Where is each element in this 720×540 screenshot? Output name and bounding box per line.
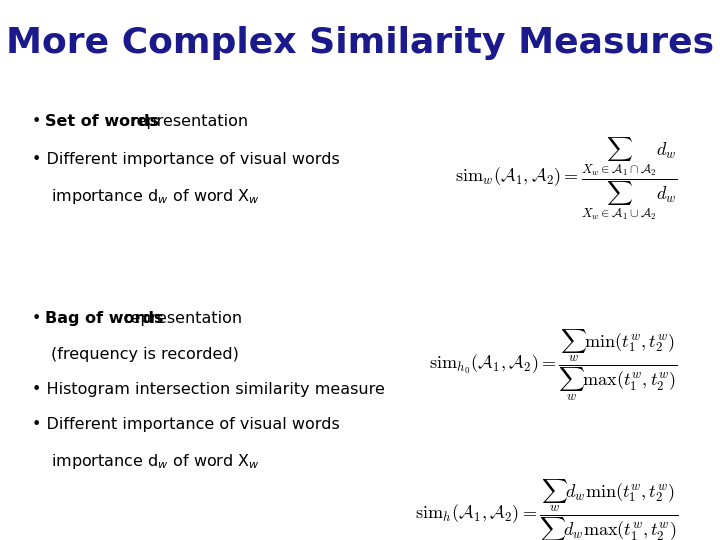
Text: •: • [32,114,46,130]
Text: representation: representation [119,312,242,327]
Text: •: • [32,312,46,327]
Text: • Histogram intersection similarity measure: • Histogram intersection similarity meas… [32,382,384,397]
Text: Set of words: Set of words [45,114,159,130]
Text: $\mathrm{sim}_{h}(\mathcal{A}_1, \mathcal{A}_2) = \dfrac{\sum_w d_w \min(t_1^w, : $\mathrm{sim}_{h}(\mathcal{A}_1, \mathca… [415,477,678,540]
Text: $\mathrm{sim}_{h_0}(\mathcal{A}_1, \mathcal{A}_2) = \dfrac{\sum_w \min(t_1^w, t_: $\mathrm{sim}_{h_0}(\mathcal{A}_1, \math… [429,327,678,403]
Text: importance $\mathrm{d}_w$ of word $\mathrm{X}_w$: importance $\mathrm{d}_w$ of word $\math… [51,187,260,206]
Text: More Complex Similarity Measures: More Complex Similarity Measures [6,26,714,60]
Text: $\mathrm{sim}_{w}(\mathcal{A}_1, \mathcal{A}_2) = \dfrac{\sum_{X_w \in \mathcal{: $\mathrm{sim}_{w}(\mathcal{A}_1, \mathca… [455,135,678,222]
Text: representation: representation [125,114,248,130]
Text: • Different importance of visual words: • Different importance of visual words [32,152,339,167]
Text: importance $\mathrm{d}_w$ of word $\mathrm{X}_w$: importance $\mathrm{d}_w$ of word $\math… [51,453,260,471]
Text: Bag of words: Bag of words [45,312,163,327]
Text: (frequency is recorded): (frequency is recorded) [51,347,239,362]
Text: • Different importance of visual words: • Different importance of visual words [32,417,339,432]
